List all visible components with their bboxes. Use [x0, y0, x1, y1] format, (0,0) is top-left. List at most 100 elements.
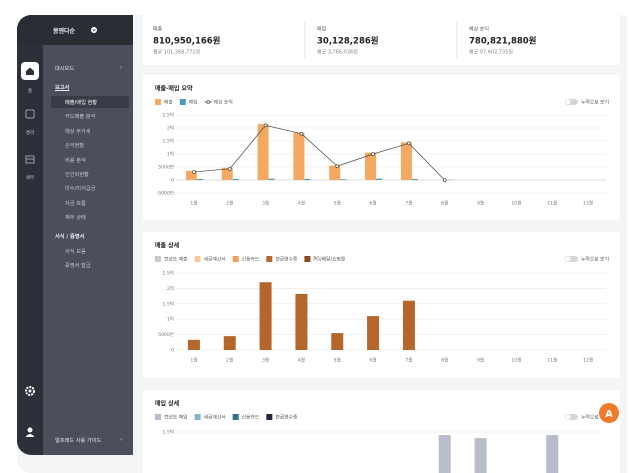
bar [365, 152, 377, 180]
legend-swatch [155, 99, 161, 105]
y-tick-label: 2억 [167, 285, 174, 292]
x-tick-label: 7월 [405, 357, 412, 364]
legend-label[interactable]: 매입 [189, 99, 198, 106]
x-tick-label: 12월 [583, 357, 593, 364]
toggle-knob[interactable] [565, 414, 571, 420]
menu-subitem[interactable]: 카드매출 분석 [65, 114, 96, 121]
kpi-label: 예상 순익 [469, 26, 489, 33]
legend-label[interactable]: 현금영수증 [275, 256, 298, 263]
x-tick-label: 12월 [583, 200, 593, 207]
bar [340, 179, 347, 180]
line-point [192, 170, 196, 174]
bar [402, 300, 415, 350]
line [193, 125, 446, 181]
legend-swatch [266, 256, 273, 262]
profile-icon[interactable] [24, 426, 36, 438]
menu-subitem[interactable]: 서식 모음 [65, 249, 86, 255]
chart-card [143, 390, 620, 473]
chart-card [143, 232, 620, 378]
legend-swatch [266, 414, 273, 420]
menu-subitem[interactable]: 미수/미지급금 [65, 186, 96, 193]
y-tick-label: 2억 [167, 125, 174, 132]
legend-swatch [179, 99, 186, 105]
menu-subitem[interactable]: 손익현황 [65, 143, 85, 150]
x-tick-label: 5월 [334, 357, 341, 364]
x-tick-label: 3월 [262, 357, 269, 364]
x-tick-label: 10월 [511, 200, 521, 207]
rail-label[interactable]: 홈 [27, 89, 33, 94]
menu-selected-bg [51, 96, 129, 108]
toggle-label[interactable]: 누적으로 보기 [581, 256, 609, 263]
y-tick-label: 2.5억 [162, 112, 174, 119]
x-tick-label: 8월 [441, 357, 448, 364]
chart-title: 매입 상세 [155, 400, 180, 408]
y-tick-label: 1.5억 [162, 429, 174, 436]
kpi-average: 평균 101,368,771원 [153, 49, 201, 56]
legend-swatch [232, 414, 239, 420]
legend-label[interactable]: PG/배달/쇼핑몰 [313, 256, 345, 263]
x-tick-label: 10월 [511, 357, 521, 364]
legend-label[interactable]: 세금계산서 [204, 414, 226, 421]
kpi-card [143, 15, 620, 65]
line-point [335, 164, 340, 169]
bar [546, 435, 559, 473]
help-button[interactable]: A [598, 402, 620, 424]
legend-label[interactable]: 세금계산서 [204, 256, 226, 263]
menu-subitem[interactable]: 증명서 발급 [65, 263, 91, 269]
settings-icon[interactable] [24, 385, 36, 397]
legend-label[interactable]: 신용카드 [242, 256, 260, 263]
line-point [407, 141, 411, 146]
x-tick-label: 11월 [547, 357, 557, 364]
legend-label[interactable]: 예상 순익 [214, 99, 233, 106]
y-tick-label: 0 [171, 348, 174, 354]
menu-subitem[interactable]: 인건비현황 [65, 172, 89, 178]
legend-dot [206, 100, 210, 104]
menu-chevron[interactable]: › [120, 437, 123, 443]
x-tick-label: 1월 [190, 200, 197, 207]
rail-label[interactable]: 세무 [25, 176, 35, 181]
y-tick-label: 1.5억 [162, 300, 174, 307]
legend-label[interactable]: 매출 [164, 99, 173, 106]
line-point [442, 178, 447, 183]
legend-label[interactable]: 전년도 매입 [164, 414, 188, 421]
menu-section[interactable]: 보고서 [55, 85, 70, 91]
bar [438, 435, 451, 473]
menu-subitem[interactable]: 매출/매입 현황 [65, 100, 98, 106]
toggle-knob[interactable] [565, 256, 571, 262]
chart-title: 매출 상세 [155, 242, 180, 250]
toggle-label[interactable]: 누적으로 보기 [581, 414, 609, 421]
kpi-value: 30,128,286원 [317, 36, 379, 47]
menu-chevron[interactable]: › [120, 65, 123, 71]
toggle-knob[interactable] [565, 99, 571, 105]
x-tick-label: 11월 [547, 200, 557, 207]
home-icon[interactable] [21, 62, 39, 80]
tax-icon[interactable] [25, 154, 35, 164]
legend-swatch [155, 414, 161, 420]
y-tick-label: 5000만 [158, 331, 175, 338]
kpi-value: 780,821,880원 [469, 36, 537, 47]
x-tick-label: 9월 [477, 200, 484, 207]
menu-subitem[interactable]: 비용 분석 [65, 157, 86, 164]
menu-subitem[interactable]: 자금 흐름 [65, 200, 86, 207]
rail-label[interactable]: 경리 [25, 131, 35, 136]
menu-item[interactable]: 대시보드 [55, 66, 75, 72]
toggle-label[interactable]: 누적으로 보기 [581, 99, 609, 106]
bar [293, 132, 305, 180]
menu-subitem[interactable]: 재무 상태 [65, 215, 86, 222]
legend-label[interactable]: 전년도 매출 [164, 256, 188, 263]
ledger-icon[interactable] [25, 109, 35, 119]
kpi-label: 매입 [317, 26, 326, 33]
x-tick-label: 2월 [226, 200, 233, 207]
menu-section[interactable]: 서식 / 증명서 [55, 234, 85, 240]
legend-swatch [194, 414, 201, 420]
menu-subitem[interactable]: 예상 부가세 [65, 128, 91, 135]
brand-dropdown[interactable] [90, 26, 98, 34]
legend-swatch [304, 256, 311, 262]
menu-guide[interactable]: 얼프레드 사용 가이드 [55, 438, 102, 444]
y-tick-label: 1억 [167, 316, 174, 323]
bar [295, 293, 308, 350]
brand[interactable]: 몽앤다순 [53, 28, 76, 35]
legend-label[interactable]: 현금영수증 [275, 414, 298, 421]
brand-header: 몽앤다순 [17, 15, 133, 45]
legend-label[interactable]: 신용카드 [242, 414, 260, 421]
